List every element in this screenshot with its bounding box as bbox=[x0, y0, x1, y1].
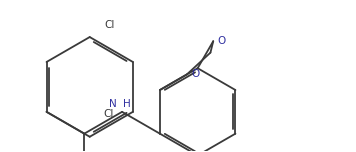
Text: Cl: Cl bbox=[104, 109, 114, 119]
Text: Cl: Cl bbox=[104, 20, 115, 30]
Text: O: O bbox=[218, 36, 226, 46]
Text: H: H bbox=[123, 99, 131, 109]
Text: N: N bbox=[109, 99, 117, 109]
Text: O: O bbox=[191, 69, 199, 79]
